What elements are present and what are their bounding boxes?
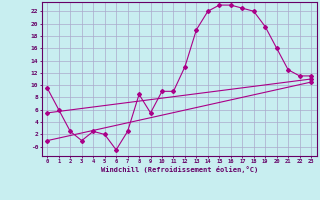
X-axis label: Windchill (Refroidissement éolien,°C): Windchill (Refroidissement éolien,°C) bbox=[100, 166, 258, 173]
